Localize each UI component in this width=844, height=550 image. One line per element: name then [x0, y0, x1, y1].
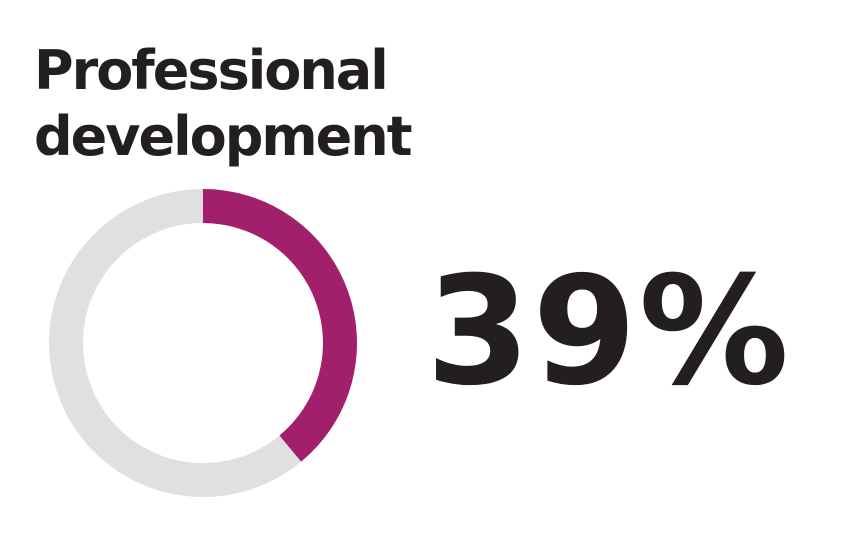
chart-title: Professional development [34, 38, 454, 170]
chart-title-line-2: development [34, 105, 413, 168]
donut-filled-arc [202, 189, 357, 462]
chart-title-line-1: Professional [34, 39, 389, 102]
value-label: 39% [426, 245, 792, 419]
